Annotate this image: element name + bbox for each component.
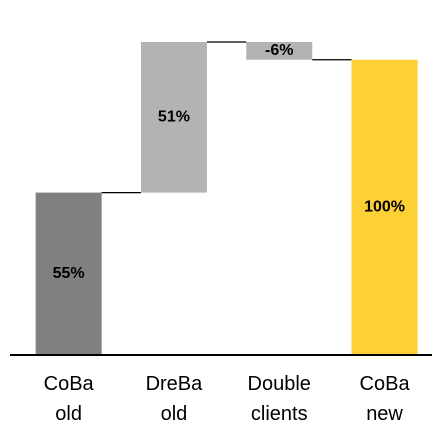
bar <box>351 59 418 355</box>
value-label: -6% <box>265 42 293 59</box>
value-label: 51% <box>158 109 190 126</box>
value-label: 55% <box>53 265 85 282</box>
bar <box>140 42 207 193</box>
value-label: 100% <box>364 199 405 216</box>
bar <box>246 42 313 60</box>
x-tick-label: CoBa old <box>43 373 94 425</box>
bar <box>35 192 102 355</box>
x-tick-label: DreBa old <box>145 373 203 425</box>
x-tick-label: Double clients <box>247 373 311 425</box>
x-tick-label: CoBa new <box>359 373 410 425</box>
